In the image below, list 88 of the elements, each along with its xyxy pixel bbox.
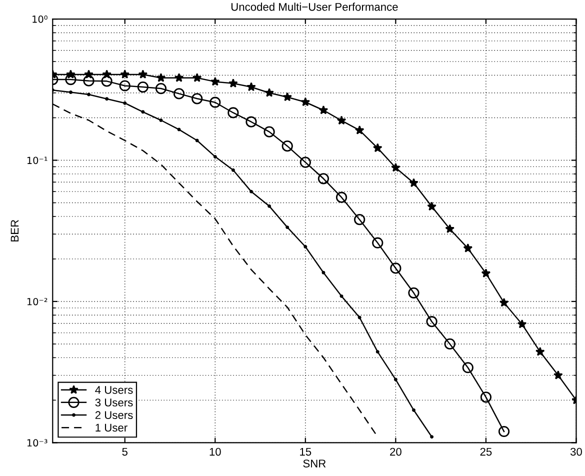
point xyxy=(282,140,293,152)
point xyxy=(463,243,473,252)
point xyxy=(444,338,456,350)
point xyxy=(376,350,380,354)
point xyxy=(499,298,509,307)
point xyxy=(264,126,275,138)
point xyxy=(87,92,90,96)
point xyxy=(535,346,545,356)
y-tick-label: 10⁻² xyxy=(27,298,48,306)
point xyxy=(137,81,148,93)
x-tick-label: 15 xyxy=(300,448,312,456)
point xyxy=(68,90,72,94)
chart-title: Uncoded Multi−User Performance xyxy=(231,2,398,11)
point xyxy=(445,224,454,234)
point xyxy=(264,88,274,97)
point xyxy=(336,192,348,203)
point xyxy=(286,226,290,230)
point xyxy=(210,96,221,108)
point xyxy=(412,408,416,412)
point xyxy=(554,370,563,380)
point xyxy=(300,97,310,106)
point xyxy=(318,173,330,184)
point xyxy=(177,128,181,132)
point xyxy=(246,116,257,128)
x-tick-label: 20 xyxy=(390,448,402,456)
point xyxy=(322,270,326,274)
point xyxy=(340,294,344,298)
point xyxy=(430,435,434,439)
point xyxy=(228,78,238,88)
y-axis-title: BER xyxy=(10,220,19,242)
point xyxy=(83,75,94,86)
point xyxy=(268,204,272,208)
point xyxy=(426,316,438,328)
point xyxy=(141,110,145,114)
x-tick-label: 5 xyxy=(122,448,128,456)
x-tick-label: 10 xyxy=(210,448,221,456)
point xyxy=(336,116,346,125)
point xyxy=(409,178,418,188)
point xyxy=(358,316,362,320)
point xyxy=(159,118,163,122)
point xyxy=(123,101,127,105)
x-tick-label: 30 xyxy=(570,448,582,456)
point xyxy=(192,93,203,104)
point xyxy=(462,362,474,374)
point xyxy=(246,82,256,92)
point xyxy=(304,245,308,248)
y-tick-label: 10⁻³ xyxy=(27,439,48,447)
point xyxy=(354,125,364,134)
point xyxy=(394,378,398,382)
point xyxy=(210,76,220,86)
point xyxy=(173,88,185,100)
point xyxy=(282,92,292,102)
legend-label: 3 Users xyxy=(95,398,133,406)
point xyxy=(372,237,384,248)
point xyxy=(120,70,130,79)
point xyxy=(498,426,510,438)
point xyxy=(119,80,130,92)
point xyxy=(480,392,492,403)
point xyxy=(228,107,239,118)
point xyxy=(156,73,166,82)
x-tick-label: 25 xyxy=(480,448,492,456)
point xyxy=(195,138,199,142)
x-axis-title: SNR xyxy=(303,460,326,468)
point xyxy=(138,70,148,79)
legend-label: 2 Users xyxy=(95,411,133,420)
legend-label: 4 Users xyxy=(95,386,133,394)
point xyxy=(155,82,167,94)
y-tick-label: 10⁰ xyxy=(32,16,48,23)
point xyxy=(318,105,328,114)
point xyxy=(300,156,311,168)
point xyxy=(213,154,217,158)
point xyxy=(372,143,382,152)
point xyxy=(250,190,253,194)
legend-label: 1 User xyxy=(96,424,128,432)
point xyxy=(408,287,420,298)
point xyxy=(391,162,400,172)
point xyxy=(105,97,109,101)
point xyxy=(231,168,235,172)
point xyxy=(390,262,402,274)
point xyxy=(192,73,202,82)
point xyxy=(427,202,436,211)
point xyxy=(354,214,366,226)
point xyxy=(101,76,112,87)
point xyxy=(174,73,184,82)
point xyxy=(517,319,527,328)
point xyxy=(481,268,491,278)
point xyxy=(65,74,76,86)
y-tick-label: 10⁻¹ xyxy=(27,156,48,164)
